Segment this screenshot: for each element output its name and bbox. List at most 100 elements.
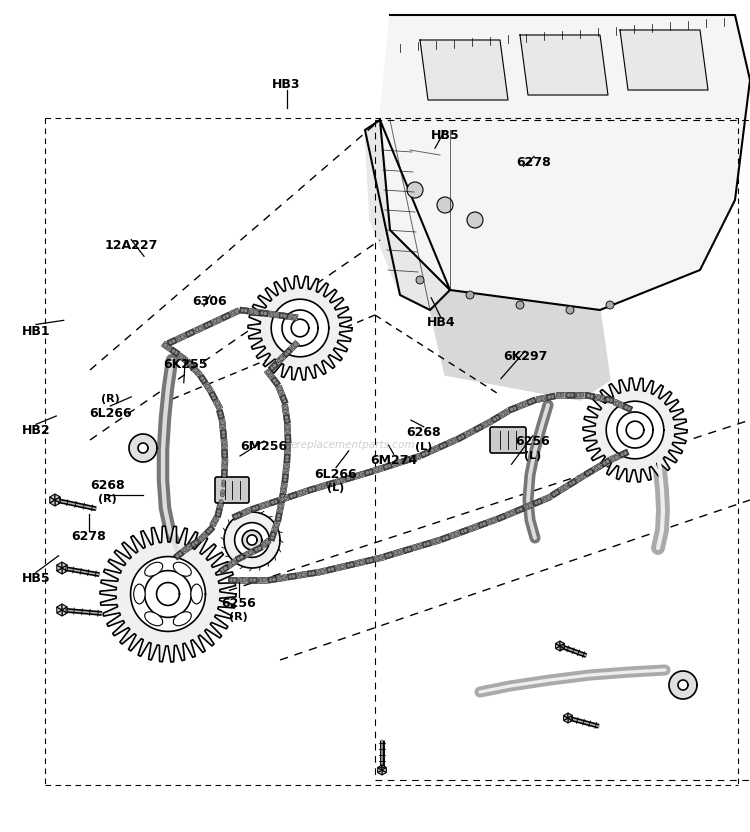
Polygon shape [564,713,568,718]
Circle shape [282,484,286,488]
Circle shape [528,503,532,508]
Polygon shape [220,312,231,321]
Circle shape [552,492,556,496]
Circle shape [285,425,290,429]
Circle shape [255,506,259,510]
Circle shape [328,567,332,572]
Circle shape [547,395,551,399]
Polygon shape [224,512,280,568]
Circle shape [251,310,254,314]
Polygon shape [226,558,238,568]
Polygon shape [429,445,439,454]
Circle shape [217,404,220,409]
Circle shape [614,455,618,459]
Polygon shape [182,544,192,554]
Text: 6L266: 6L266 [315,468,357,481]
Polygon shape [269,498,280,506]
Circle shape [302,572,305,577]
Circle shape [404,548,408,552]
Polygon shape [238,577,248,583]
Circle shape [260,311,265,315]
Circle shape [623,451,627,455]
Polygon shape [382,765,386,770]
Polygon shape [235,553,246,562]
Circle shape [479,522,483,527]
Circle shape [423,542,427,547]
Polygon shape [282,404,289,414]
Polygon shape [556,392,565,398]
Circle shape [624,405,628,409]
Circle shape [278,387,282,391]
Circle shape [174,350,178,354]
Polygon shape [275,354,286,365]
Polygon shape [420,40,508,100]
Polygon shape [456,433,466,442]
Circle shape [572,480,575,484]
Polygon shape [505,509,516,518]
Circle shape [458,436,462,440]
Polygon shape [219,419,226,429]
Polygon shape [584,468,595,478]
Circle shape [191,542,196,547]
Polygon shape [606,401,664,458]
Circle shape [218,411,222,415]
Circle shape [205,324,209,328]
Polygon shape [560,641,564,646]
Polygon shape [601,458,611,468]
Circle shape [519,404,523,408]
Polygon shape [620,30,708,90]
Circle shape [212,395,216,399]
Circle shape [452,438,455,443]
Polygon shape [412,542,422,551]
Circle shape [627,407,631,411]
Circle shape [202,379,206,383]
Circle shape [272,577,276,582]
Polygon shape [272,522,280,532]
Circle shape [550,394,554,399]
Polygon shape [50,494,55,500]
Circle shape [510,511,514,515]
Circle shape [224,567,227,571]
Polygon shape [669,671,697,699]
Circle shape [280,314,284,318]
Text: 12A227: 12A227 [104,239,158,252]
Circle shape [213,518,217,522]
Circle shape [180,334,184,339]
Circle shape [245,509,250,513]
Circle shape [424,451,428,455]
Circle shape [482,522,486,526]
Circle shape [169,340,172,344]
Circle shape [186,546,190,550]
Polygon shape [374,554,384,562]
Circle shape [487,421,490,425]
Circle shape [229,562,233,567]
Circle shape [537,499,542,503]
Circle shape [469,430,473,434]
Polygon shape [280,483,287,493]
Polygon shape [619,449,629,458]
Polygon shape [217,498,225,508]
Polygon shape [335,563,346,571]
Polygon shape [170,347,180,357]
Circle shape [230,578,233,582]
Polygon shape [447,437,458,446]
Circle shape [398,550,402,554]
Circle shape [308,572,312,576]
Circle shape [283,478,287,482]
Circle shape [274,523,278,527]
Text: 6268: 6268 [90,478,124,492]
Circle shape [279,504,283,508]
Circle shape [276,517,280,521]
Polygon shape [490,414,501,423]
Circle shape [278,359,281,363]
Polygon shape [422,540,432,548]
Text: HB5: HB5 [22,572,50,585]
Circle shape [265,540,269,544]
Circle shape [340,478,344,483]
Circle shape [262,542,267,546]
Polygon shape [526,397,537,406]
Circle shape [176,554,180,558]
Text: 6268: 6268 [406,426,441,439]
Polygon shape [100,526,236,662]
Circle shape [202,534,206,538]
